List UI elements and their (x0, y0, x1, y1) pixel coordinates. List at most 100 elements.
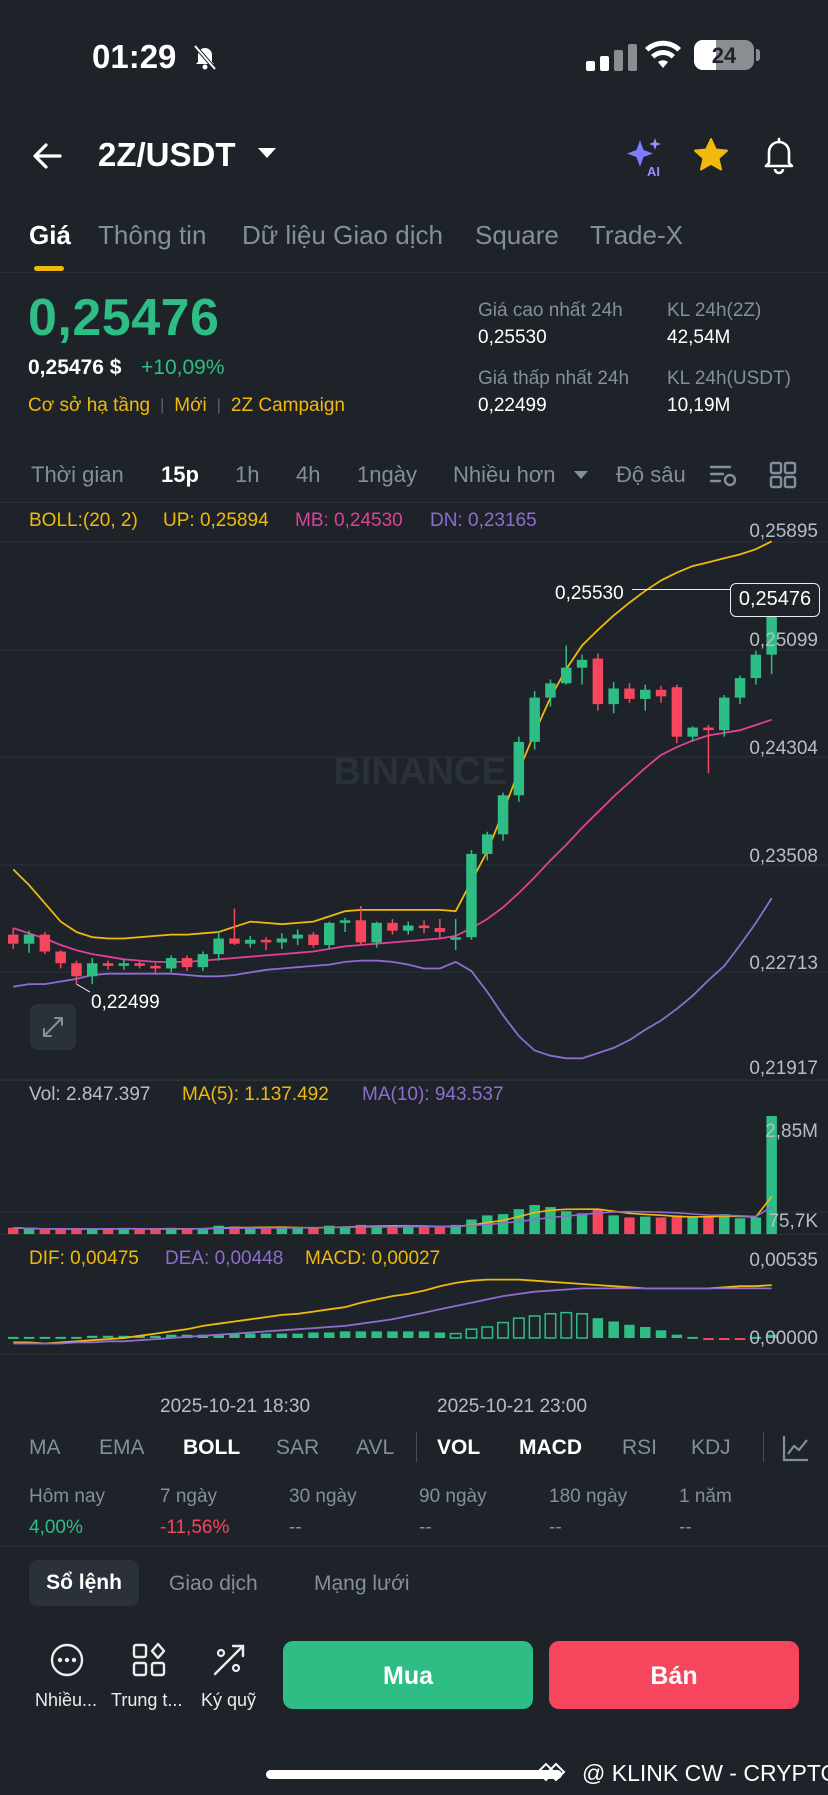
low-marker-line (76, 983, 91, 993)
candlestick-chart[interactable]: BINANCE (0, 500, 828, 1400)
battery-level: 24 (711, 43, 737, 68)
volume-bar (324, 1225, 335, 1234)
indicator-ema[interactable]: EMA (99, 1436, 145, 1459)
chart-settings-icon[interactable] (708, 460, 738, 490)
tag-new[interactable]: Mới (174, 395, 207, 416)
tab-trading-data[interactable]: Dữ liệu Giao dịch (242, 220, 443, 250)
back-arrow-icon[interactable] (30, 138, 66, 174)
indicator-ma[interactable]: MA (29, 1436, 61, 1459)
interval-1d[interactable]: 1ngày (357, 462, 417, 487)
ai-sparkle-icon[interactable]: AI (624, 136, 668, 178)
vol-24h-base-value: 42,54M (667, 327, 731, 348)
volume-bar (719, 1214, 730, 1234)
high-price-marker: 0,25530 (555, 583, 624, 604)
macd-bar (87, 1335, 98, 1338)
candle-body (434, 928, 446, 932)
interval-more[interactable]: Nhiều hơn (453, 462, 556, 487)
interval-15m[interactable]: 15p (161, 462, 199, 487)
indicator-kdj[interactable]: KDJ (691, 1436, 731, 1459)
volume-bar (434, 1227, 446, 1234)
category-tags: Cơ sở hạ tầng | Mới | 2Z Campaign (28, 395, 345, 417)
tag-separator: | (216, 397, 221, 414)
boll-mid: MB: 0,24530 (295, 510, 403, 531)
volume-axis-bottom: 75,7K (768, 1211, 818, 1232)
candle-body (276, 938, 288, 943)
tag-infrastructure[interactable]: Cơ sở hạ tầng (28, 395, 151, 416)
layout-grid-icon[interactable] (768, 460, 798, 490)
tab-trade-x[interactable]: Trade-X (590, 220, 683, 250)
volume-bar (608, 1215, 619, 1234)
alert-bell-icon[interactable] (760, 135, 798, 175)
more-options-icon[interactable] (49, 1642, 85, 1678)
more-caret-icon[interactable] (574, 471, 588, 479)
volume-bar (71, 1229, 82, 1234)
volume-bar (8, 1227, 19, 1234)
macd-bar (292, 1333, 303, 1338)
macd-axis-zero: 0,00000 (749, 1328, 818, 1349)
sell-button[interactable]: Bán (549, 1641, 799, 1709)
candle-body (734, 678, 746, 698)
bell-slash-icon (193, 44, 217, 71)
indicator-macd[interactable]: MACD (519, 1436, 582, 1459)
perf-30d-label: 30 ngày (289, 1486, 357, 1507)
center-label[interactable]: Trung t... (111, 1690, 183, 1710)
more-options-label[interactable]: Nhiều... (35, 1690, 98, 1710)
footer-watermark: @ KLINK CW - CRYPTO (582, 1760, 828, 1786)
interval-1h[interactable]: 1h (235, 462, 260, 487)
interval-time[interactable]: Thời gian (31, 462, 124, 487)
volume-bar (213, 1225, 224, 1234)
volume-bar (355, 1224, 367, 1234)
tab-trades[interactable]: Giao dịch (169, 1572, 258, 1595)
macd-bar (229, 1333, 240, 1338)
perf-90d-value: -- (419, 1517, 432, 1538)
indicator-settings-icon[interactable] (780, 1432, 812, 1464)
tab-order-book[interactable]: Sổ lệnh (29, 1560, 139, 1606)
macd-bar (449, 1332, 462, 1339)
battery-tip (756, 49, 760, 61)
indicator-separator (416, 1432, 417, 1462)
battery-icon: 24 (694, 40, 754, 70)
candle-body (118, 963, 130, 966)
margin-label[interactable]: Ký quỹ (201, 1690, 257, 1710)
volume-ma10-line (13, 1206, 773, 1230)
candle-body (497, 795, 509, 835)
tab-square[interactable]: Square (475, 220, 559, 250)
candle-body (308, 934, 319, 946)
macd-bar (544, 1313, 557, 1339)
volume-bar (166, 1227, 177, 1234)
tab-info[interactable]: Thông tin (98, 220, 207, 250)
fullscreen-button[interactable] (30, 1004, 76, 1050)
perf-90d-label: 90 ngày (419, 1486, 487, 1507)
tag-campaign[interactable]: 2Z Campaign (230, 395, 345, 416)
interval-4h[interactable]: 4h (296, 462, 321, 487)
macd-bar (528, 1315, 541, 1339)
macd-bar (8, 1336, 19, 1339)
last-price: 0,25476 (28, 289, 220, 347)
pair-dropdown-caret-icon[interactable] (258, 148, 276, 158)
vol-24h-quote-label: KL 24h(USDT) (667, 368, 791, 389)
pair-title[interactable]: 2Z/USDT (98, 136, 236, 173)
indicator-vol[interactable]: VOL (437, 1436, 481, 1459)
indicator-boll[interactable]: BOLL (183, 1436, 241, 1459)
macd-bar (624, 1324, 635, 1338)
volume-bar (197, 1228, 209, 1234)
buy-button[interactable]: Mua (283, 1641, 533, 1709)
tab-network[interactable]: Mạng lưới (314, 1572, 410, 1595)
candle-body (292, 934, 303, 939)
favorite-star-icon[interactable] (692, 136, 730, 174)
center-grid-icon[interactable] (131, 1642, 167, 1678)
indicator-rsi[interactable]: RSI (622, 1436, 658, 1459)
indicator-avl[interactable]: AVL (356, 1436, 395, 1459)
tab-price[interactable]: Giá (29, 220, 71, 250)
candle-body (134, 963, 145, 966)
volume-value: Vol: 2.847.397 (29, 1084, 151, 1105)
perf-180d-label: 180 ngày (549, 1486, 628, 1507)
margin-icon[interactable] (211, 1642, 247, 1678)
volume-divider (0, 1234, 828, 1235)
indicator-sar[interactable]: SAR (276, 1436, 320, 1459)
perf-1y-value: -- (679, 1517, 692, 1538)
candle-body (371, 922, 382, 943)
depth-tab[interactable]: Độ sâu (616, 462, 686, 487)
macd-bar (276, 1333, 288, 1338)
macd-bar (371, 1331, 382, 1338)
